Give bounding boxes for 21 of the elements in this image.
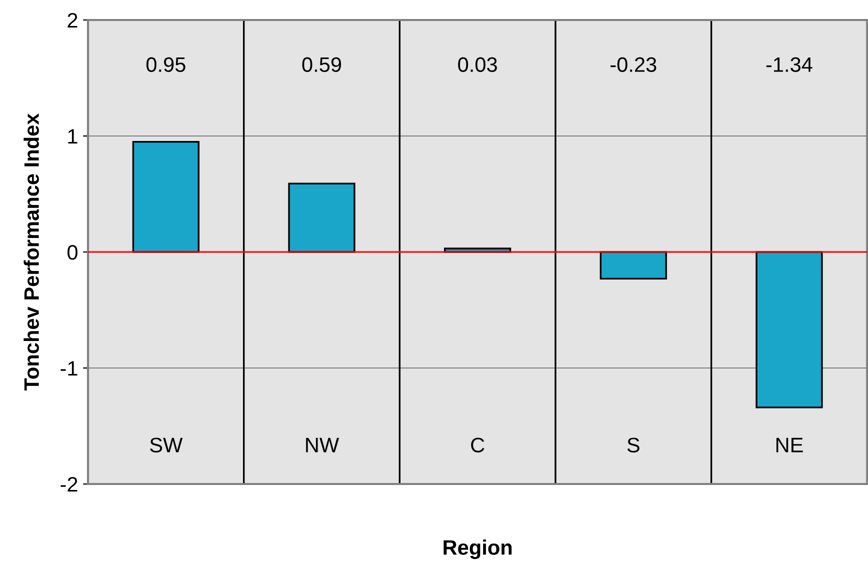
x-tick-label: S: [627, 438, 640, 452]
x-tick-label: NE: [776, 438, 803, 452]
annotation: -0.23: [610, 57, 656, 72]
annotation: 0.59: [302, 57, 342, 72]
y-tick-label: 2: [68, 13, 78, 28]
y-axis-title: Tonchev Performance Index: [24, 113, 39, 390]
bar: [756, 251, 823, 408]
y-tick-label: -2: [60, 477, 78, 492]
x-axis-title: Region: [444, 540, 512, 560]
annotation: 0.03: [458, 57, 497, 72]
x-tick-label: SW: [150, 438, 183, 452]
annotation: -1.34: [766, 57, 812, 72]
x-tick-label: C: [471, 438, 484, 452]
y-tick-label: 1: [68, 129, 78, 144]
y-tick-label: -1: [60, 361, 78, 376]
bar: [288, 182, 356, 253]
bar: [600, 251, 667, 280]
x-tick-label: NW: [306, 438, 340, 452]
y-tick-label: 0: [68, 245, 78, 260]
annotation: 0.95: [146, 57, 186, 72]
bar: [132, 140, 200, 253]
